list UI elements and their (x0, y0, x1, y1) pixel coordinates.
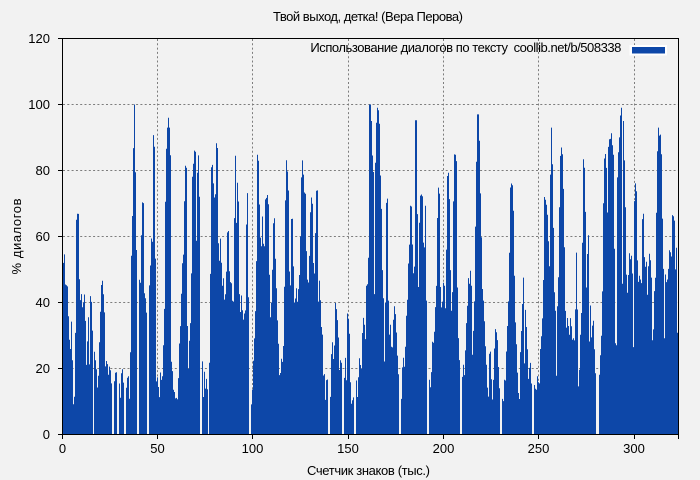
svg-text:20: 20 (36, 361, 50, 376)
svg-text:120: 120 (28, 31, 50, 46)
svg-text:Счетчик знаков (тыс.): Счетчик знаков (тыс.) (307, 463, 430, 478)
svg-text:% диалогов: % диалогов (9, 198, 24, 274)
svg-text:200: 200 (433, 441, 455, 456)
svg-text:0: 0 (43, 427, 50, 442)
svg-text:100: 100 (28, 97, 50, 112)
svg-text:Использование диалогов по текс: Использование диалогов по тексту coollib… (310, 40, 621, 55)
svg-text:Твой выход, детка! (Вера Перов: Твой выход, детка! (Вера Перова) (273, 9, 463, 24)
svg-text:300: 300 (623, 441, 645, 456)
svg-text:250: 250 (528, 441, 550, 456)
svg-text:80: 80 (36, 163, 50, 178)
svg-text:100: 100 (242, 441, 264, 456)
svg-text:0: 0 (59, 441, 66, 456)
svg-text:50: 50 (150, 441, 164, 456)
svg-text:60: 60 (36, 229, 50, 244)
svg-text:40: 40 (36, 295, 50, 310)
svg-text:150: 150 (337, 441, 359, 456)
